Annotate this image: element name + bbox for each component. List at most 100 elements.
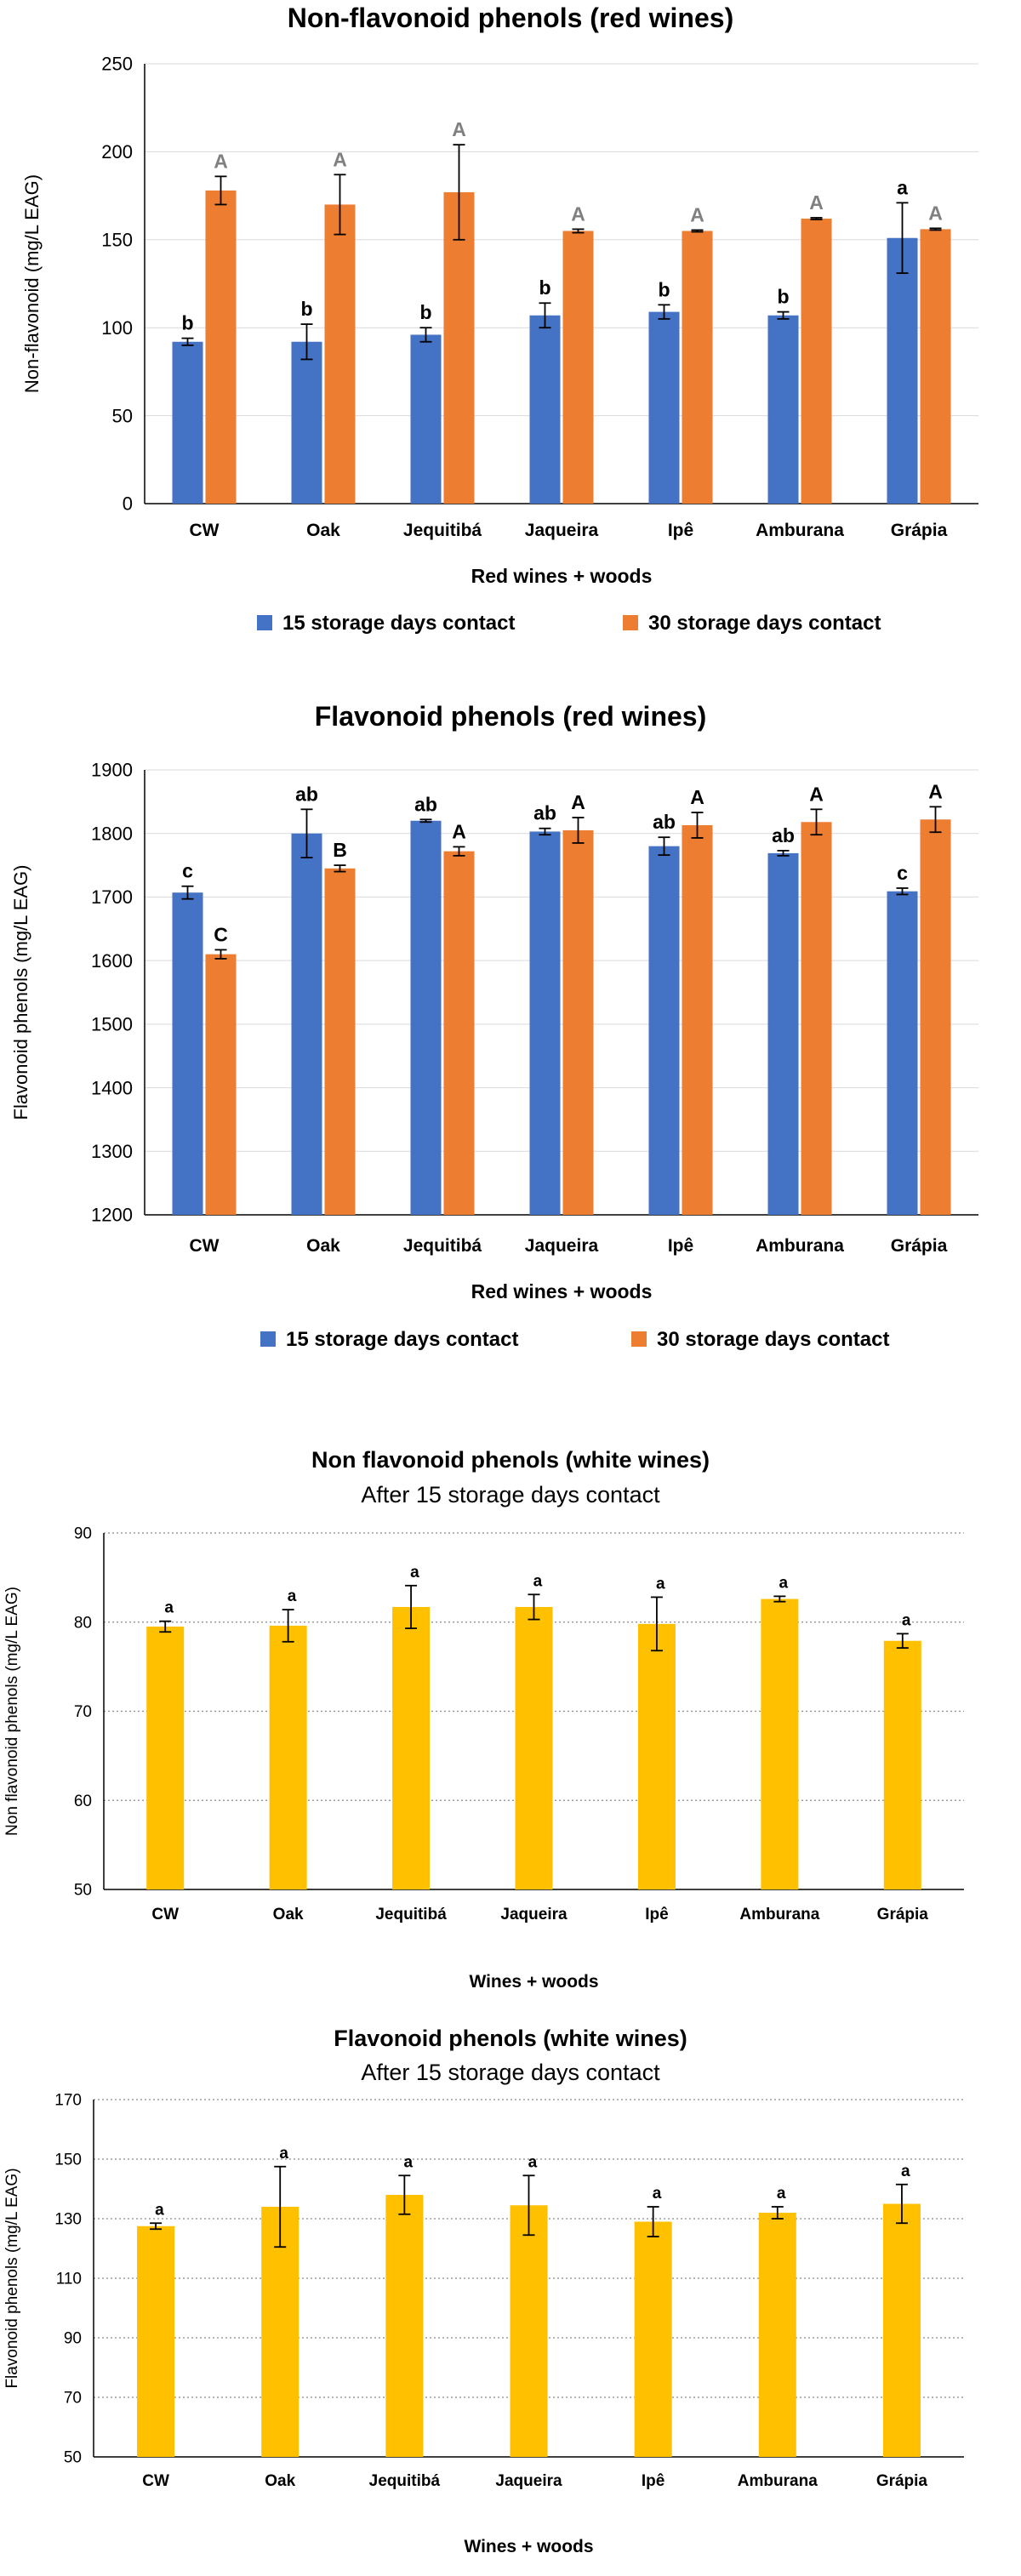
y-axis-label: Flavonoid phenols (mg/L EAG) — [10, 865, 31, 1120]
significance-label: A — [809, 783, 824, 805]
bar-series1 — [648, 311, 680, 504]
significance-label: A — [809, 191, 824, 214]
significance-label: a — [403, 2153, 413, 2171]
bar-series2 — [443, 191, 475, 504]
y-tick-label: 250 — [101, 54, 133, 75]
category-label: Amburana — [739, 1906, 819, 1923]
bar-series1 — [882, 2203, 921, 2457]
significance-label: ab — [414, 793, 437, 815]
bar-series1 — [634, 2221, 672, 2457]
significance-label: b — [300, 298, 312, 320]
bar-series1 — [137, 2226, 175, 2457]
y-tick-label: 50 — [64, 2449, 82, 2467]
significance-label: A — [690, 203, 704, 225]
y-tick-label: 0 — [123, 493, 133, 515]
category-label: Oak — [273, 1906, 304, 1923]
y-tick-label: 110 — [56, 2271, 82, 2288]
significance-label: A — [928, 780, 943, 802]
category-label: Ipê — [668, 1236, 693, 1256]
x-axis-label: Wines + woods — [464, 2537, 593, 2556]
category-label: Jequitibá — [403, 521, 482, 540]
x-axis-label: Wines + woods — [469, 1972, 598, 1992]
bar-series1 — [291, 341, 322, 504]
bar-series2 — [562, 231, 594, 504]
significance-label: b — [419, 301, 431, 323]
significance-label: A — [928, 202, 943, 224]
y-tick-label: 90 — [74, 1525, 92, 1543]
bar-series2 — [562, 829, 594, 1215]
significance-label: a — [164, 1599, 174, 1617]
x-axis-label: Red wines + woods — [471, 1280, 653, 1302]
category-label: CW — [142, 2472, 169, 2490]
chart-panel-2: Flavonoid phenols (red wines) 1200 1300 140… — [0, 687, 1021, 1368]
significance-label: a — [653, 2185, 662, 2203]
y-axis-label: Non flavonoid phenols (mg/L EAG) — [3, 1587, 21, 1836]
bar-series1 — [883, 1640, 921, 1889]
y-tick-label: 50 — [112, 405, 133, 426]
bar-series1 — [291, 833, 322, 1215]
legend-swatch-series1 — [257, 615, 272, 630]
legend-label-series2: 30 storage days contact — [648, 612, 881, 635]
chart-subtitle: After 15 storage days contact — [361, 1482, 660, 1507]
chart-panel-3: Non flavonoid phenols (white wines) After… — [0, 1438, 1021, 2016]
bar-series2 — [324, 868, 356, 1215]
category-label: Jequitibá — [369, 2472, 441, 2490]
y-tick-label: 1300 — [91, 1141, 133, 1162]
significance-label: A — [571, 202, 585, 225]
category-label: Oak — [306, 1236, 340, 1256]
y-axis-label: Flavonoid phenols (mg/L EAG) — [3, 2168, 21, 2388]
significance-label: ab — [653, 811, 676, 833]
legend-swatch-series1 — [260, 1331, 276, 1347]
bar-series1 — [146, 1626, 185, 1889]
significance-label: a — [528, 2153, 538, 2171]
bar-series1 — [637, 1623, 676, 1889]
bar-series1 — [758, 2213, 796, 2457]
y-tick-label: 150 — [101, 230, 133, 251]
chart-title: Flavonoid phenols (white wines) — [334, 2026, 687, 2051]
legend-swatch-series2 — [631, 1331, 647, 1347]
bar-series1 — [410, 820, 442, 1215]
significance-label: ab — [533, 802, 556, 824]
y-tick-label: 60 — [74, 1792, 92, 1810]
bar-series1 — [172, 892, 203, 1215]
category-label: Jequitibá — [403, 1236, 482, 1256]
chart-title: Flavonoid phenols (red wines) — [315, 701, 706, 732]
y-tick-label: 1900 — [91, 760, 133, 781]
bar-series2 — [682, 231, 713, 504]
significance-label: B — [333, 839, 347, 861]
category-label: Grápia — [891, 1236, 948, 1256]
significance-label: A — [452, 118, 466, 140]
significance-label: a — [902, 1611, 911, 1629]
chart-panel-1: Non-flavonoid phenols (red wines) 0 50 100 1… — [0, 0, 1021, 655]
y-tick-label: 50 — [74, 1882, 92, 1900]
chart-flavonoid-white: Flavonoid phenols (white wines) After 15 … — [3, 2026, 964, 2556]
y-tick-label: 1600 — [91, 950, 133, 972]
bar-series1 — [887, 237, 918, 504]
y-tick-label: 200 — [101, 141, 133, 162]
chart-title: Non-flavonoid phenols (red wines) — [288, 3, 733, 33]
y-tick-label: 1800 — [91, 823, 133, 844]
bar-series1 — [648, 846, 680, 1215]
bar-series1 — [261, 2207, 299, 2457]
bar-series2 — [920, 819, 951, 1215]
significance-label: c — [182, 860, 193, 882]
bar-series1 — [887, 891, 918, 1215]
significance-label: c — [897, 862, 908, 884]
bar-series1 — [510, 2205, 548, 2457]
category-label: Amburana — [738, 2472, 818, 2490]
significance-label: b — [658, 278, 670, 300]
bar-series1 — [410, 334, 442, 504]
significance-label: A — [452, 820, 466, 842]
significance-label: a — [279, 2145, 288, 2163]
significance-label: ab — [295, 783, 318, 805]
category-label: CW — [190, 1236, 220, 1256]
bar-series2 — [205, 190, 237, 504]
category-label: Jequitibá — [375, 1906, 447, 1923]
bar-series2 — [682, 825, 713, 1215]
y-axis-label: Non-flavonoid (mg/L EAG) — [21, 174, 43, 393]
significance-label: a — [779, 1574, 788, 1592]
y-tick-label: 1500 — [91, 1014, 133, 1035]
significance-label: a — [897, 176, 908, 198]
chart-flavonoid-red: Flavonoid phenols (red wines) 1200 1300 140… — [10, 701, 978, 1351]
y-tick-label: 90 — [64, 2330, 82, 2348]
